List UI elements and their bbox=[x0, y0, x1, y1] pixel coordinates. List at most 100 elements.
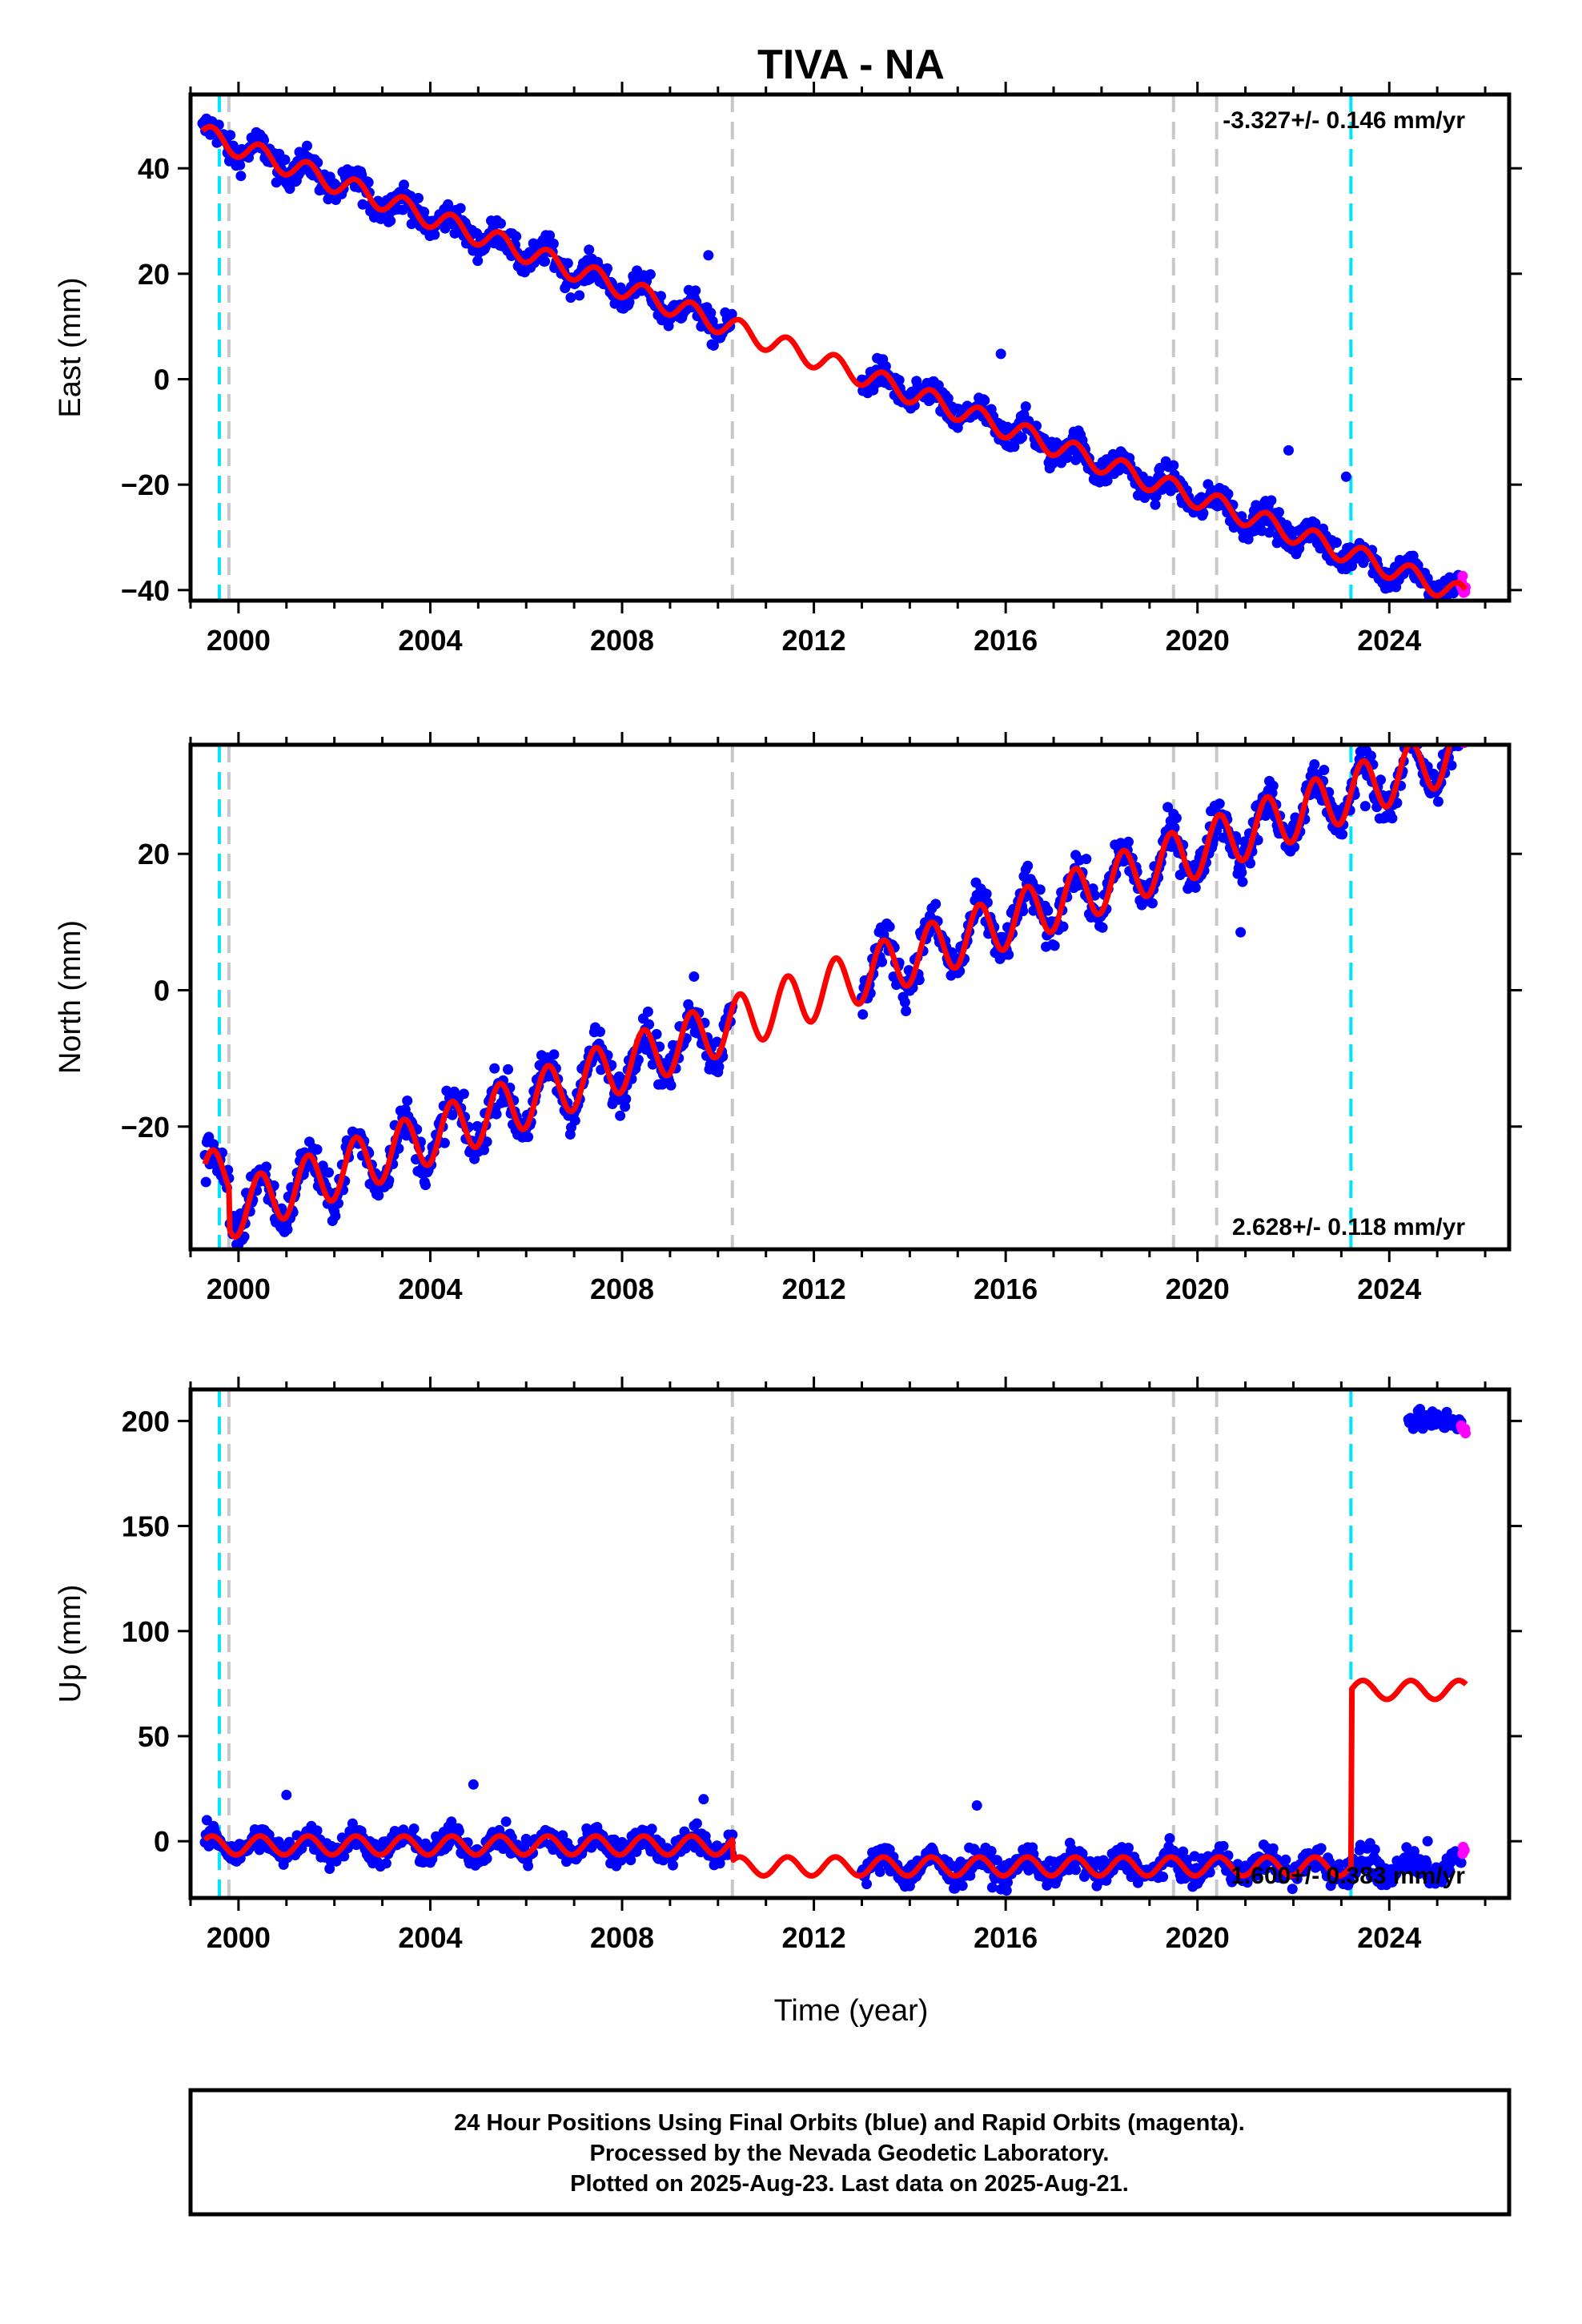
data-point-final bbox=[1049, 940, 1060, 951]
data-point-final bbox=[615, 1110, 626, 1121]
data-point-final bbox=[632, 1054, 644, 1065]
data-point-final bbox=[726, 308, 737, 320]
data-point-final bbox=[986, 1882, 998, 1893]
data-point-final bbox=[644, 1019, 655, 1030]
data-point-final bbox=[323, 1167, 334, 1178]
data-point-final bbox=[624, 296, 635, 308]
data-point-outlier bbox=[698, 1794, 709, 1805]
data-point-rapid bbox=[1457, 711, 1468, 722]
data-point-final bbox=[642, 1006, 653, 1017]
data-point-final bbox=[443, 199, 454, 210]
data-point-final bbox=[472, 255, 484, 267]
data-point-final bbox=[1309, 759, 1320, 770]
data-point-final bbox=[1406, 728, 1416, 738]
data-point-final bbox=[1331, 537, 1342, 548]
footer-line-2: Processed by the Nevada Geodetic Laborat… bbox=[590, 2141, 1110, 2166]
data-point-final bbox=[472, 1120, 483, 1132]
data-point-final bbox=[1236, 867, 1247, 878]
data-point-outlier bbox=[468, 1779, 479, 1790]
data-point-final bbox=[458, 1088, 469, 1100]
data-point-rapid bbox=[1460, 713, 1470, 723]
data-point-final bbox=[419, 207, 430, 218]
data-point-final bbox=[1405, 728, 1415, 738]
data-point-final bbox=[1369, 1844, 1380, 1855]
data-point-final bbox=[439, 1137, 450, 1148]
x-tick-label: 2024 bbox=[1357, 1273, 1421, 1305]
data-point-final bbox=[1387, 813, 1398, 824]
y-tick-label: 0 bbox=[154, 364, 170, 396]
data-point-rapid bbox=[1456, 733, 1467, 743]
data-point-final bbox=[235, 159, 246, 171]
data-point-final bbox=[1267, 780, 1279, 791]
x-tick-label: 2008 bbox=[590, 624, 654, 657]
data-point-final bbox=[1017, 432, 1027, 443]
data-point-final bbox=[1450, 720, 1460, 730]
data-point-final bbox=[1319, 765, 1330, 775]
data-point-final bbox=[690, 285, 701, 296]
data-point-final bbox=[602, 263, 612, 274]
data-point-final bbox=[913, 975, 925, 986]
x-tick-label: 2000 bbox=[207, 624, 271, 657]
data-point-final bbox=[1123, 1843, 1134, 1853]
data-point-final bbox=[408, 1823, 420, 1834]
data-point-final bbox=[1223, 489, 1234, 500]
data-point-final bbox=[420, 1180, 431, 1191]
data-point-final bbox=[1237, 876, 1248, 887]
data-point-final bbox=[413, 192, 424, 203]
data-point-final bbox=[1449, 721, 1460, 731]
data-point-final bbox=[357, 199, 368, 210]
data-point-final bbox=[1009, 441, 1020, 452]
data-point-final bbox=[1371, 802, 1383, 813]
data-point-final bbox=[596, 1064, 607, 1076]
data-point-final bbox=[455, 203, 466, 214]
data-point-final bbox=[1162, 802, 1174, 813]
y-tick-label: 0 bbox=[154, 974, 170, 1007]
y-tick-label: 20 bbox=[138, 838, 170, 870]
data-point-final bbox=[1003, 949, 1014, 960]
data-point-final bbox=[1158, 1872, 1169, 1883]
x-tick-label: 2004 bbox=[398, 624, 462, 657]
x-tick-label: 2020 bbox=[1166, 624, 1230, 657]
velocity-label: 1.600+/- 0.383 mm/yr bbox=[1231, 1863, 1465, 1889]
data-point-final bbox=[979, 395, 990, 406]
data-point-final bbox=[1070, 1864, 1082, 1876]
data-point-final bbox=[1455, 718, 1465, 728]
data-point-final bbox=[901, 1006, 912, 1016]
velocity-label: 2.628+/- 0.118 mm/yr bbox=[1232, 1214, 1465, 1240]
data-point-outlier bbox=[1340, 471, 1351, 482]
data-point-final bbox=[646, 1823, 657, 1835]
x-axis-label: Time (year) bbox=[774, 1994, 929, 2028]
y-axis-label: Up (mm) bbox=[54, 1585, 87, 1703]
data-point-final bbox=[1456, 719, 1467, 730]
data-point-outlier bbox=[1307, 516, 1318, 527]
x-tick-label: 2000 bbox=[207, 1273, 271, 1305]
data-point-final bbox=[877, 956, 888, 967]
y-tick-label: −20 bbox=[121, 1111, 170, 1144]
data-point-final bbox=[620, 1093, 632, 1104]
data-point-final bbox=[1452, 718, 1462, 729]
data-point-final bbox=[1409, 733, 1419, 743]
data-point-outlier bbox=[1235, 927, 1247, 938]
data-point-final bbox=[479, 1144, 489, 1156]
data-point-rapid bbox=[1460, 715, 1470, 726]
model-curve bbox=[200, 123, 1468, 599]
data-point-rapid bbox=[1457, 570, 1468, 581]
footer-line-1: 24 Hour Positions Using Final Orbits (bl… bbox=[454, 2110, 1245, 2136]
data-point-outlier bbox=[1422, 1835, 1433, 1847]
y-tick-label: 40 bbox=[138, 152, 170, 185]
data-point-final bbox=[1432, 796, 1443, 807]
y-tick-label: −40 bbox=[121, 574, 170, 607]
data-point-final bbox=[1408, 726, 1419, 737]
data-point-final bbox=[1190, 882, 1201, 893]
data-point-final bbox=[200, 1176, 211, 1188]
data-point-final bbox=[330, 1211, 341, 1221]
data-point-final bbox=[1445, 734, 1456, 744]
data-point-final bbox=[1214, 798, 1225, 810]
x-tick-label: 2024 bbox=[1357, 624, 1421, 657]
data-point-final bbox=[656, 291, 666, 302]
data-point-final bbox=[1274, 507, 1284, 518]
data-point-final bbox=[1315, 1843, 1327, 1854]
data-point-final bbox=[1454, 703, 1464, 714]
up-panel: 2000 2004 2008 2012 2016 2020 2024 200 150 100 50 0… bbox=[54, 1377, 1522, 1954]
data-point-rapid bbox=[1459, 1844, 1470, 1856]
